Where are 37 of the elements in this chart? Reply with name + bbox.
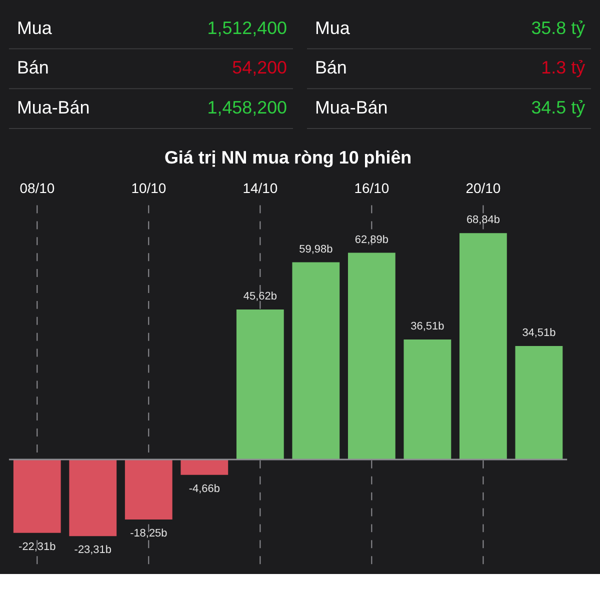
category-label: Bán <box>16 58 49 78</box>
data-label: -23,31b <box>74 544 112 556</box>
data-label: 34,51b <box>522 327 556 340</box>
category-label: Mua <box>314 18 350 38</box>
text: 1.3 tỷ <box>541 58 586 78</box>
category-label: Mua-Bán <box>16 98 90 118</box>
data-label: 68,84b <box>466 214 500 226</box>
text: 54,200 <box>232 58 288 78</box>
category-label: Bán <box>314 58 347 78</box>
bar <box>348 252 396 460</box>
data-label: 45,62b <box>243 290 277 303</box>
bar <box>292 262 340 460</box>
x-tick-label: 16/10 <box>354 180 390 196</box>
bar <box>404 339 452 460</box>
text: 35.8 tỷ <box>531 18 586 38</box>
text: 1,458,200 <box>207 98 288 118</box>
bar <box>13 460 61 533</box>
data-label: 59,98b <box>299 243 333 256</box>
data-label: -22,31b <box>18 540 56 553</box>
category-label: Mua-Bán <box>314 98 388 118</box>
x-tick-label: 08/10 <box>20 180 55 196</box>
data-label: -18,25b <box>130 527 168 540</box>
bar <box>515 346 563 460</box>
bar <box>69 460 117 536</box>
bar <box>124 460 172 520</box>
data-label: -4,66b <box>188 482 220 495</box>
x-tick-label: 10/10 <box>131 180 166 196</box>
category-label: Mua <box>16 18 52 38</box>
bar <box>459 233 507 460</box>
x-tick-label: 20/10 <box>466 180 501 196</box>
bar <box>180 460 228 475</box>
text: 34.5 tỷ <box>531 98 586 118</box>
bar <box>236 310 284 460</box>
chart-title: Giá trị NN mua ròng 10 phiên <box>164 147 412 168</box>
x-tick-label: 14/10 <box>242 180 278 196</box>
text: 1,512,400 <box>207 18 288 38</box>
data-label: 36,51b <box>410 320 444 333</box>
